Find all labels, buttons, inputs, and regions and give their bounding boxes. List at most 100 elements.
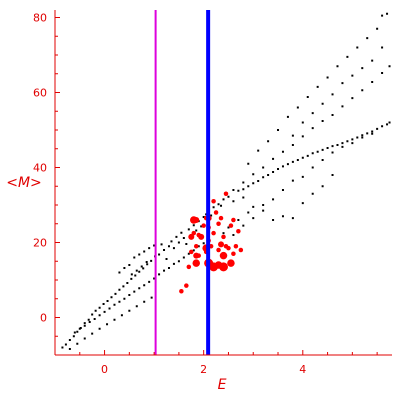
- data-point-black: [336, 144, 339, 146]
- data-point-red: [198, 233, 205, 240]
- data-point-black: [267, 174, 270, 176]
- data-point-black: [128, 264, 131, 266]
- data-point-black: [134, 274, 137, 277]
- data-point-black: [167, 267, 170, 269]
- data-point-black: [371, 132, 374, 135]
- data-point-red: [191, 230, 197, 236]
- data-point-black: [306, 96, 309, 98]
- x-tick-label: 0: [101, 363, 108, 376]
- data-point-black: [128, 309, 131, 312]
- data-point-red: [231, 217, 236, 223]
- data-point-black: [175, 235, 178, 238]
- data-point-black: [72, 335, 75, 338]
- data-point-red: [189, 249, 194, 255]
- data-point-black: [257, 149, 260, 152]
- data-point-black: [160, 243, 163, 246]
- data-point-black: [172, 247, 175, 250]
- data-point-red: [190, 216, 198, 224]
- data-point-black: [341, 105, 344, 108]
- data-point-black: [341, 142, 344, 145]
- data-point-black: [267, 140, 270, 143]
- data-point-black: [242, 181, 245, 184]
- data-point-black: [311, 112, 314, 115]
- data-point-black: [371, 130, 374, 133]
- data-point-red: [216, 221, 221, 226]
- data-point-black: [187, 252, 190, 255]
- data-point-black: [167, 245, 170, 248]
- data-point-black: [98, 327, 101, 330]
- data-point-black: [376, 27, 379, 30]
- data-point-black: [114, 292, 117, 295]
- data-point-black: [296, 106, 299, 109]
- data-point-black: [143, 300, 146, 303]
- data-point-black: [306, 154, 309, 157]
- data-point-black: [68, 348, 71, 350]
- data-point-red: [227, 259, 235, 267]
- data-point-red: [201, 223, 206, 228]
- data-point-black: [94, 309, 97, 312]
- data-point-black: [165, 258, 168, 260]
- data-point-black: [138, 253, 141, 256]
- data-point-black: [222, 232, 225, 235]
- data-point-black: [78, 327, 81, 330]
- data-point-black: [277, 168, 280, 170]
- data-point-black: [272, 219, 275, 221]
- data-point-black: [187, 228, 190, 231]
- data-point-black: [202, 242, 205, 245]
- data-point-black: [177, 260, 180, 263]
- data-point-red: [228, 223, 234, 228]
- data-point-black: [146, 263, 149, 266]
- data-point-black: [68, 339, 71, 341]
- data-point-black: [143, 284, 146, 287]
- data-point-red: [238, 247, 244, 253]
- data-point-black: [83, 324, 86, 327]
- data-point-black: [135, 269, 138, 272]
- data-point-black: [262, 166, 265, 169]
- data-point-red: [186, 264, 192, 270]
- data-point-black: [286, 115, 289, 118]
- data-point-black: [247, 185, 250, 188]
- data-point-black: [182, 237, 185, 239]
- data-point-black: [371, 59, 374, 62]
- data-point-black: [366, 132, 369, 135]
- data-point-black: [220, 204, 223, 207]
- data-point-red: [226, 245, 231, 251]
- data-point-black: [163, 249, 166, 251]
- data-point-black: [148, 280, 151, 283]
- data-point-black: [257, 180, 260, 182]
- data-point-black: [356, 136, 359, 139]
- data-point-black: [133, 290, 136, 293]
- data-point-red: [223, 191, 229, 196]
- data-point-red: [236, 229, 241, 234]
- data-point-red: [218, 241, 225, 248]
- data-point-black: [321, 120, 324, 122]
- data-point-black: [272, 157, 275, 160]
- data-point-black: [130, 273, 133, 276]
- data-point-black: [113, 318, 116, 321]
- data-point-black: [341, 145, 344, 148]
- y-tick-label: 40: [33, 162, 47, 175]
- data-point-black: [158, 273, 161, 276]
- data-point-black: [133, 256, 136, 259]
- data-point-black: [321, 159, 324, 161]
- data-point-red: [188, 233, 195, 240]
- data-point-black: [301, 121, 304, 124]
- data-point-black: [361, 89, 364, 92]
- x-axis-title: E: [218, 377, 227, 393]
- data-point-black: [341, 82, 344, 85]
- data-point-black: [386, 12, 389, 15]
- data-point-black: [326, 147, 329, 149]
- data-point-red: [193, 244, 199, 249]
- data-point-black: [185, 243, 188, 245]
- data-point-black: [61, 346, 64, 349]
- data-point-black: [376, 127, 379, 130]
- data-point-black: [202, 216, 205, 218]
- data-point-black: [118, 300, 121, 303]
- data-point-black: [83, 322, 86, 325]
- data-point-black: [73, 331, 76, 334]
- data-point-black: [291, 160, 294, 163]
- data-point-black: [143, 250, 146, 253]
- data-point-black: [106, 300, 109, 302]
- data-point-black: [210, 214, 213, 217]
